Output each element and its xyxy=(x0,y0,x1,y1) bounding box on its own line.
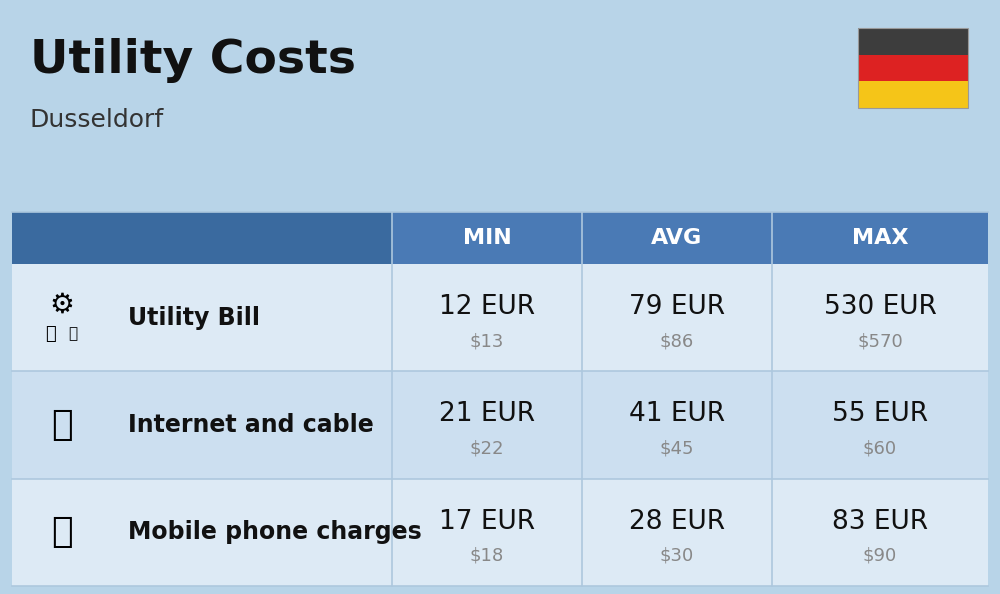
Bar xyxy=(12,479,988,586)
Bar xyxy=(858,55,968,81)
Text: 🖼️: 🖼️ xyxy=(69,326,79,342)
Text: $570: $570 xyxy=(857,332,903,350)
Text: 🔌: 🔌 xyxy=(45,325,55,343)
Text: $30: $30 xyxy=(660,547,694,565)
Text: 28 EUR: 28 EUR xyxy=(629,508,725,535)
Text: Utility Costs: Utility Costs xyxy=(30,38,356,83)
Text: 79 EUR: 79 EUR xyxy=(629,294,725,320)
Bar xyxy=(858,81,968,108)
Text: 41 EUR: 41 EUR xyxy=(629,402,725,427)
Bar xyxy=(12,212,988,264)
Text: 📱: 📱 xyxy=(51,516,73,549)
Text: 83 EUR: 83 EUR xyxy=(832,508,928,535)
Bar xyxy=(12,212,392,264)
Bar xyxy=(12,371,988,479)
Text: ⚙️: ⚙️ xyxy=(50,291,74,319)
Text: $22: $22 xyxy=(470,440,504,457)
Bar xyxy=(858,28,968,108)
Text: $90: $90 xyxy=(863,547,897,565)
Text: MIN: MIN xyxy=(463,228,511,248)
Text: 21 EUR: 21 EUR xyxy=(439,402,535,427)
Text: $18: $18 xyxy=(470,547,504,565)
Text: AVG: AVG xyxy=(651,228,703,248)
Bar xyxy=(858,28,968,55)
Text: $13: $13 xyxy=(470,332,504,350)
Text: 530 EUR: 530 EUR xyxy=(824,294,936,320)
Text: 12 EUR: 12 EUR xyxy=(439,294,535,320)
Text: Dusseldorf: Dusseldorf xyxy=(30,108,164,132)
Text: Internet and cable: Internet and cable xyxy=(128,413,374,437)
Text: 📡: 📡 xyxy=(51,408,73,442)
Text: Utility Bill: Utility Bill xyxy=(128,306,260,330)
Text: Mobile phone charges: Mobile phone charges xyxy=(128,520,422,544)
Text: 17 EUR: 17 EUR xyxy=(439,508,535,535)
Text: $86: $86 xyxy=(660,332,694,350)
Text: $60: $60 xyxy=(863,440,897,457)
Text: 55 EUR: 55 EUR xyxy=(832,402,928,427)
Text: MAX: MAX xyxy=(852,228,908,248)
Text: $45: $45 xyxy=(660,440,694,457)
Bar xyxy=(12,264,988,371)
